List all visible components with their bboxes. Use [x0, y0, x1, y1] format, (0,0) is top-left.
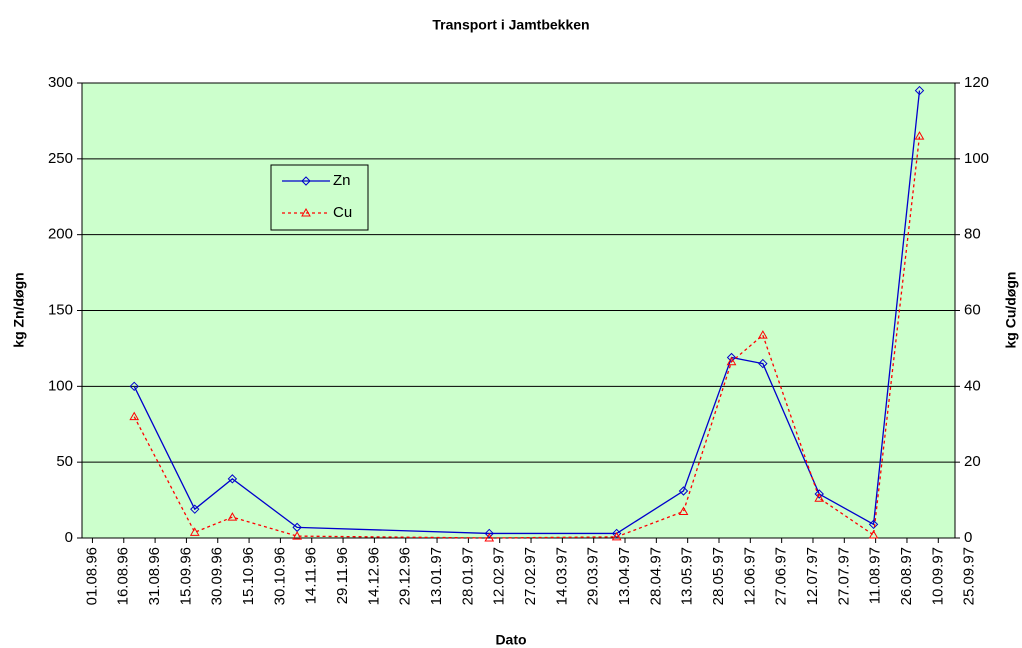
marker [189, 527, 200, 536]
marker [914, 131, 925, 140]
x-tick-label: 28.01.97 [459, 547, 476, 605]
marker [129, 411, 140, 421]
marker [484, 528, 494, 539]
legend-marker [301, 207, 311, 217]
x-tick-label: 15.10.96 [240, 547, 257, 605]
legend-label: Cu [333, 204, 352, 221]
series-line [133, 90, 921, 535]
y-tick-label: 150 [48, 301, 73, 318]
marker [484, 532, 495, 542]
x-tick-label: 15.09.96 [177, 547, 194, 605]
marker [814, 489, 824, 499]
marker [868, 529, 879, 539]
chart-title: Transport i Jamtbekken [432, 17, 589, 33]
x-tick-label: 28.04.97 [647, 547, 664, 605]
x-tick-label: 29.12.96 [397, 547, 414, 605]
marker [292, 531, 302, 540]
y2-tick-label: 80 [964, 226, 981, 243]
marker [611, 531, 622, 541]
x-tick-label: 31.08.96 [146, 547, 163, 605]
x-tick-label: 30.09.96 [209, 547, 226, 605]
y2-tick-label: 120 [964, 74, 989, 91]
y-tick-label: 50 [56, 453, 73, 470]
x-tick-label: 30.10.96 [271, 547, 288, 605]
x-tick-label: 27.07.97 [835, 547, 852, 605]
x-tick-label: 13.01.97 [428, 547, 445, 605]
marker [757, 330, 768, 339]
y2-axis-label: kg Cu/døgn [1003, 272, 1019, 349]
x-tick-label: 10.09.97 [929, 547, 946, 605]
y-tick-label: 200 [48, 226, 73, 243]
x-tick-label: 12.02.97 [491, 547, 508, 605]
y-tick-label: 250 [48, 150, 73, 167]
y2-tick-label: 60 [964, 301, 981, 318]
y-tick-label: 0 [65, 529, 73, 546]
marker [914, 85, 925, 96]
y2-tick-label: 0 [964, 529, 972, 546]
marker [868, 519, 879, 530]
marker [190, 504, 200, 514]
x-tick-label: 13.05.97 [679, 547, 696, 605]
legend-marker [301, 176, 311, 186]
marker [678, 506, 689, 515]
x-tick-label: 11.08.97 [867, 547, 884, 604]
marker [227, 512, 238, 521]
x-axis-label: Dato [495, 632, 526, 648]
marker [758, 358, 768, 369]
x-tick-label: 28.05.97 [710, 547, 727, 605]
y2-tick-label: 100 [964, 150, 989, 167]
series-line [133, 136, 921, 539]
x-tick-label: 16.08.96 [115, 547, 132, 605]
x-tick-label: 26.08.97 [898, 547, 915, 605]
x-tick-label: 12.07.97 [804, 547, 821, 605]
x-tick-label: 12.06.97 [741, 547, 758, 605]
x-tick-label: 14.12.96 [365, 547, 382, 605]
x-tick-label: 01.08.96 [83, 547, 100, 605]
y-tick-label: 100 [48, 377, 73, 394]
y2-tick-label: 20 [964, 453, 981, 470]
x-tick-label: 29.03.97 [585, 547, 602, 605]
x-tick-label: 29.11.96 [334, 547, 351, 604]
marker [227, 474, 238, 484]
y-tick-label: 300 [48, 74, 73, 91]
legend [270, 164, 369, 231]
y-axis-label: kg Zn/døgn [11, 272, 27, 347]
x-tick-label: 14.11.96 [303, 547, 320, 604]
y2-tick-label: 40 [964, 377, 981, 394]
marker [129, 381, 139, 392]
x-tick-label: 27.02.97 [522, 547, 539, 605]
x-tick-label: 25.09.97 [961, 547, 978, 605]
marker [726, 356, 737, 366]
marker [678, 486, 689, 496]
legend-label: Zn [333, 172, 351, 189]
x-tick-label: 13.04.97 [616, 547, 633, 605]
x-tick-label: 14.03.97 [553, 547, 570, 605]
x-tick-label: 27.06.97 [773, 547, 790, 605]
marker [814, 493, 825, 502]
